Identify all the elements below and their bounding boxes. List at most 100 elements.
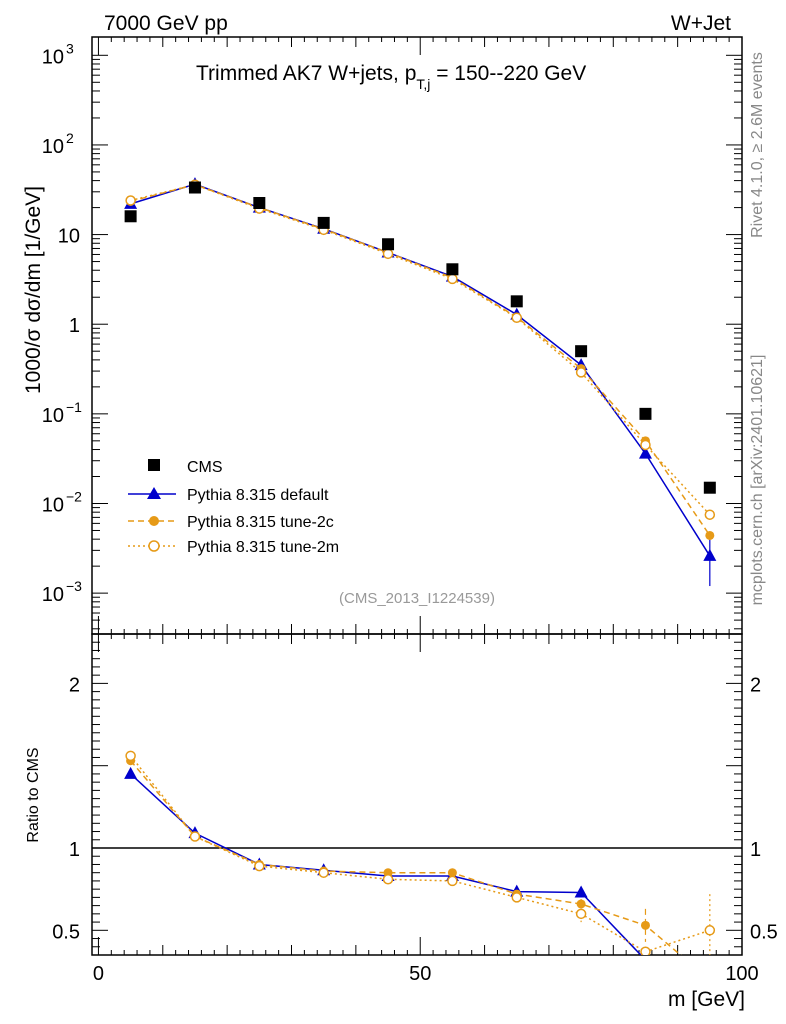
data-point-pythia-8-315-tune-2c	[705, 530, 715, 540]
mcplots-label: mcplots.cern.ch [arXiv:2401.10621]	[749, 355, 766, 606]
legend-default-label: Pythia 8.315 default	[187, 487, 329, 504]
data-point-cms	[317, 216, 330, 229]
ratio-point-pythia-8-315-tune-2m	[640, 946, 651, 955]
data-point-cms	[510, 295, 523, 308]
data-point-cms	[575, 345, 588, 358]
plot-title-rest: = 150--220 GeV	[430, 62, 586, 85]
y-tick-label: 10 −1	[42, 399, 82, 427]
series-line-pythia-8-315-tune-2m	[130, 183, 711, 516]
x-tick-label: 50	[409, 963, 431, 985]
y-tick-label-exp: −2	[66, 488, 82, 504]
data-point-cms	[703, 481, 716, 494]
y-tick-label-base: 10	[58, 226, 80, 248]
ratio-point-pythia-8-315-tune-2m	[704, 925, 716, 936]
ratio-point-pythia-8-315-default	[124, 766, 138, 779]
data-point-pythia-8-315-default	[703, 548, 717, 561]
header-right: W+Jet	[671, 12, 731, 35]
ratio-point-pythia-8-315-tune-2c	[576, 899, 586, 909]
y-tick-label-base: 10	[42, 584, 64, 606]
series-line-pythia-8-315-tune-2c	[130, 183, 711, 536]
ratio-tick-label: 2	[69, 674, 80, 696]
y-tick-label-base: 10	[42, 405, 64, 427]
data-point-cms	[124, 210, 137, 223]
x-axis-label: m [GeV]	[668, 988, 745, 1011]
data-point-pythia-8-315-tune-2m	[704, 509, 716, 520]
ratio-point-pythia-8-315-tune-2m	[511, 892, 523, 903]
y-tick-label-exp: 2	[66, 130, 74, 146]
y-tick-label-base: 10	[42, 46, 64, 68]
legend-cms-marker	[148, 459, 160, 471]
legend-cms-label: CMS	[187, 459, 223, 476]
data-point-pythia-8-315-tune-2m	[511, 312, 523, 324]
series-pythia-8-315-tune-2c	[126, 180, 715, 540]
ratio-point-pythia-8-315-tune-2m	[575, 908, 587, 920]
data-point-pythia-8-315-tune-2m	[382, 248, 394, 260]
data-point-pythia-8-315-default	[638, 446, 652, 459]
data-point-cms	[188, 181, 201, 194]
y-tick-label-base: 1	[69, 315, 80, 337]
legend-tune2m-marker	[148, 540, 160, 552]
ratio-line-pythia-8-315-default	[130, 773, 642, 955]
ratio-point-pythia-8-315-tune-2m	[254, 860, 265, 872]
x-tick-label: 100	[725, 963, 758, 985]
data-point-pythia-8-315-tune-2m	[640, 439, 651, 451]
y-tick-label-base: 10	[42, 494, 64, 516]
main-data-layer	[124, 177, 717, 587]
y-axis-label: 1000/σ dσ/dm [1/GeV]	[22, 186, 45, 394]
ratio-point-pythia-8-315-tune-2c	[705, 975, 714, 984]
ratio-point-pythia-8-315-tune-2m	[447, 875, 458, 887]
data-point-cms	[446, 263, 459, 276]
legend-default-marker	[147, 487, 161, 499]
legend-tune2c-label: Pythia 8.315 tune-2c	[187, 514, 334, 531]
ratio-line-pythia-8-315-tune-2m	[130, 755, 711, 953]
y-tick-label-base: 10	[42, 136, 64, 158]
legend: CMS Pythia 8.315 default Pythia 8.315 tu…	[128, 459, 339, 556]
y-tick-label-exp: −1	[66, 399, 82, 415]
analysis-id: (CMS_2013_I1224539)	[339, 590, 495, 607]
series-cms	[124, 181, 716, 494]
x-tick-label: 0	[93, 963, 104, 985]
legend-tune2m-label: Pythia 8.315 tune-2m	[187, 539, 339, 556]
ratio-point-pythia-8-315-tune-2c	[640, 920, 650, 930]
data-point-cms	[253, 197, 266, 210]
ratio-point-pythia-8-315-tune-2m	[189, 831, 201, 842]
plot-title: Trimmed AK7 W+jets, pT,j = 150--220 GeV	[196, 62, 586, 92]
ratio-tick-label-right: 1	[750, 839, 761, 861]
ratio-data-layer	[124, 750, 716, 984]
ratio-point-pythia-8-315-tune-2c	[447, 868, 457, 878]
rivet-version-label: Rivet 4.1.0, ≥ 2.6M events	[749, 52, 766, 238]
ratio-point-pythia-8-315-default	[574, 885, 588, 898]
ratio-panel-frame	[91, 633, 743, 956]
y-tick-label: 1	[69, 315, 80, 337]
ratio-point-pythia-8-315-tune-2m	[125, 750, 136, 762]
ratio-tick-label: 1	[69, 839, 80, 861]
y-tick-label-exp: 3	[66, 40, 74, 56]
legend-tune2c-marker	[149, 516, 159, 526]
ratio-series-pythia-8-315-default	[124, 766, 647, 955]
y-tick-label: 10 −2	[42, 488, 82, 516]
y-tick-label-exp: −3	[66, 578, 82, 594]
y-tick-label: 10 2	[42, 130, 74, 158]
ratio-tick-label-right: 2	[750, 674, 761, 696]
data-point-pythia-8-315-tune-2m	[447, 273, 458, 285]
ratio-point-pythia-8-315-tune-2m	[382, 874, 394, 885]
svg-text:Trimmed AK7 W+jets, pT,j = 150: Trimmed AK7 W+jets, pT,j = 150--220 GeV	[196, 62, 586, 92]
y-tick-label: 10	[58, 226, 80, 248]
ratio-axis-label: Ratio to CMS	[25, 747, 42, 842]
data-point-cms	[639, 407, 652, 420]
plot-title-main: Trimmed AK7 W+jets, p	[196, 62, 416, 85]
ratio-point-pythia-8-315-tune-2m	[318, 867, 329, 878]
ratio-series-pythia-8-315-tune-2m	[125, 750, 716, 955]
ratio-tick-label-right: 0.5	[750, 921, 778, 943]
header-left: 7000 GeV pp	[104, 12, 228, 35]
ratio-line-pythia-8-315-tune-2c	[130, 760, 682, 955]
data-point-cms	[382, 238, 395, 251]
y-tick-label: 10 3	[42, 40, 74, 68]
data-point-pythia-8-315-tune-2m	[575, 367, 587, 378]
plot-title-subscript: T,j	[416, 76, 430, 92]
ratio-tick-label: 0.5	[52, 921, 80, 943]
data-point-pythia-8-315-tune-2m	[125, 195, 136, 206]
y-tick-label: 10 −3	[42, 578, 82, 606]
